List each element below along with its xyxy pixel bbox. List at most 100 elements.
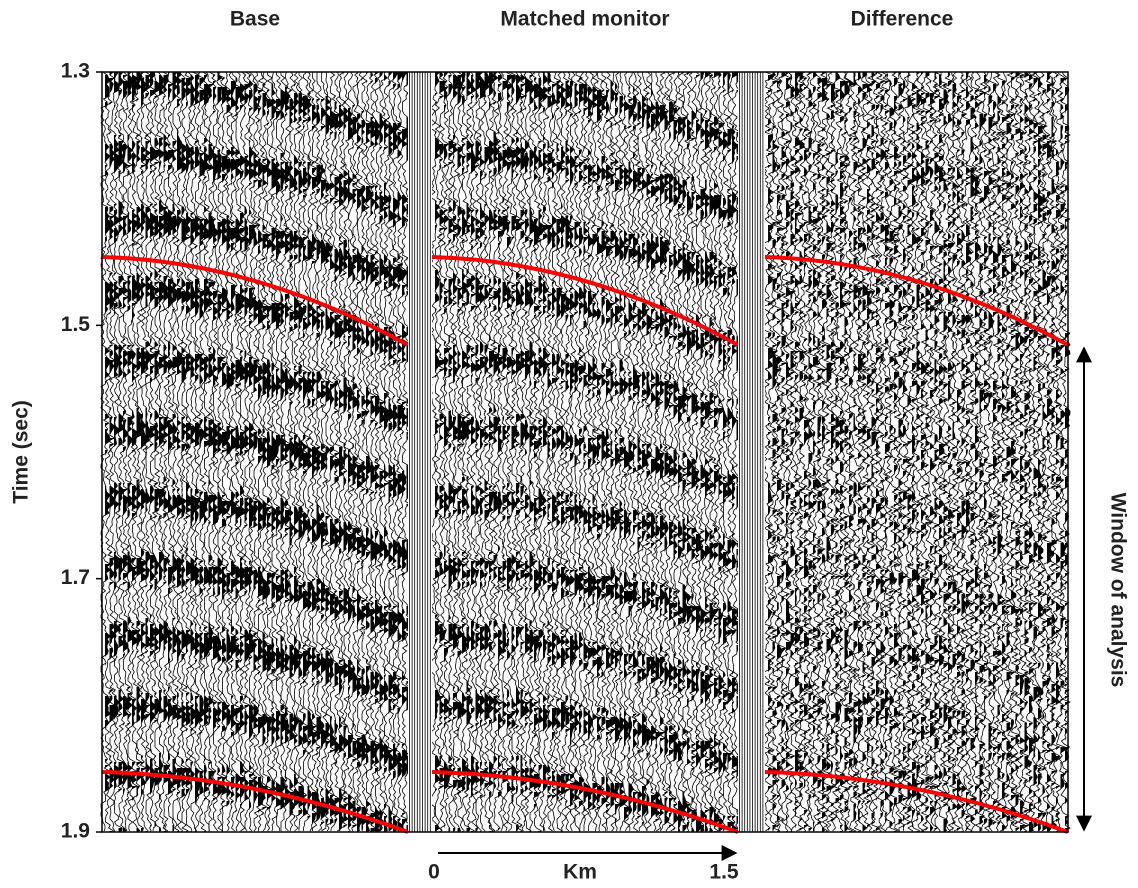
trace-fill (556, 81, 562, 801)
trace-fill (799, 72, 805, 831)
trace-fill (993, 84, 998, 825)
trace-fill (952, 78, 958, 831)
y-tick-label: 1.7 (61, 566, 90, 589)
trace-fill (181, 78, 187, 832)
scale-start: 0 (428, 861, 440, 884)
trace (511, 71, 522, 832)
trace-fill (348, 108, 353, 832)
trace-fill (453, 75, 458, 832)
trace-fill (552, 84, 557, 798)
trace-fill (352, 105, 358, 828)
trace-fill (768, 75, 773, 831)
trace-fill (606, 84, 611, 825)
trace-fill (907, 75, 913, 825)
trace-fill (357, 72, 362, 832)
trace (799, 71, 811, 832)
trace (834, 71, 846, 832)
trace-fill (849, 81, 854, 832)
trace-fill (844, 75, 850, 832)
trace (352, 71, 363, 832)
trace-fill (289, 90, 295, 816)
trace-fill (624, 96, 629, 822)
trace-fill (154, 81, 160, 828)
trace (789, 71, 801, 832)
trace-fill (597, 81, 602, 810)
trace-fill (682, 72, 688, 832)
trace (393, 72, 404, 832)
trace-fill (781, 72, 787, 822)
trace-fill (1038, 78, 1043, 832)
panel-title: Difference (851, 8, 954, 31)
trace-fill (538, 72, 544, 832)
trace-fill (570, 81, 575, 813)
trace-fill (637, 93, 643, 825)
trace-fill (732, 72, 737, 832)
trace-fill (916, 72, 922, 832)
trace-fill (664, 72, 670, 825)
trace (443, 71, 455, 832)
trace-fill (285, 87, 290, 813)
trace-fill (343, 72, 349, 828)
trace (628, 71, 639, 832)
trace (844, 71, 855, 832)
trace-fill (498, 75, 503, 831)
trace (898, 71, 910, 831)
trace (700, 71, 711, 832)
trace-fill (226, 75, 232, 807)
trace-fill (988, 81, 994, 832)
horizon (101, 255, 409, 347)
trace (365, 71, 377, 832)
trace-fill (529, 75, 535, 832)
trace-fill (646, 87, 652, 816)
trace-fill (516, 75, 521, 832)
trace-fill (448, 75, 454, 832)
trace-fill (790, 75, 796, 832)
trace-fill (195, 75, 200, 832)
annotation: Window of analysis (1106, 493, 1129, 688)
trace (722, 71, 734, 832)
trace-fill (709, 75, 715, 832)
trace (347, 71, 359, 832)
trace-fill (480, 72, 485, 832)
trace-fill (375, 72, 380, 832)
trace-fill (439, 72, 445, 832)
trace-fill (141, 72, 146, 832)
trace-fill (547, 72, 553, 807)
trace-fill (912, 84, 917, 832)
horizon (764, 255, 1069, 347)
trace-fill (280, 90, 286, 810)
panel-title: Base (230, 8, 280, 31)
horizon (764, 770, 1069, 834)
trace-fill (502, 75, 508, 828)
trace-fill (889, 81, 895, 828)
trace-fill (786, 72, 791, 832)
trace-fill (330, 99, 335, 825)
trace (992, 71, 1004, 832)
trace-fill (298, 93, 304, 816)
trace (718, 71, 729, 832)
trace-fill (303, 96, 308, 816)
trace (695, 71, 707, 832)
trace-fill (339, 96, 344, 831)
trace (655, 72, 666, 832)
trace-fill (493, 72, 499, 832)
trace-fill (172, 72, 178, 832)
trace (226, 71, 237, 832)
trace-fill (199, 72, 205, 795)
trace-fill (934, 72, 940, 831)
trace (203, 71, 215, 832)
trace-fill (118, 72, 124, 832)
trace (763, 71, 775, 832)
trace (244, 71, 255, 832)
trace (983, 71, 995, 832)
trace-fill (1033, 72, 1039, 828)
trace-fill (276, 90, 281, 819)
trace (113, 71, 125, 832)
scale-unit: Km (563, 861, 597, 884)
trace-fill (475, 72, 481, 832)
trace-fill (736, 72, 742, 831)
trace-fill (307, 84, 313, 819)
trace-fill (669, 102, 674, 828)
trace-fill (885, 75, 890, 832)
trace-fill (615, 84, 620, 822)
